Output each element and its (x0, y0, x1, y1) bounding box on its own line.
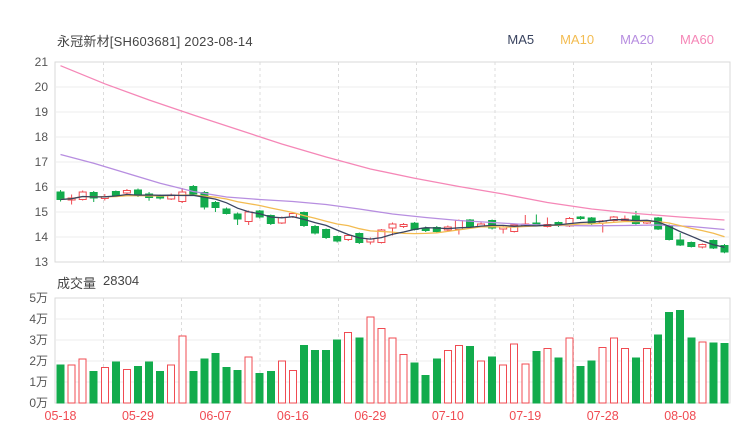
date-axis-label: 08-08 (664, 409, 697, 423)
volume-value: 28304 (103, 273, 140, 288)
price-axis-tick: 19 (34, 105, 48, 119)
date-axis-label: 06-29 (354, 409, 387, 423)
volume-bars-layer[interactable] (56, 310, 729, 404)
volume-axis-tick: 0万 (29, 396, 48, 410)
price-axis-tick: 21 (34, 55, 48, 69)
volume-header: 成交量 28304 (57, 273, 139, 292)
price-axis-tick: 13 (34, 255, 48, 269)
legend-ma5[interactable]: MA5 (507, 32, 535, 47)
date-axis-label: 05-29 (121, 409, 154, 423)
volume-axis-tick: 2万 (29, 354, 48, 368)
volume-axis-tick: 1万 (29, 375, 48, 389)
price-axis-tick: 17 (34, 155, 48, 169)
price-axis-tick: 14 (34, 230, 48, 244)
legend-ma20[interactable]: MA20 (620, 32, 655, 47)
price-axis-tick: 16 (34, 180, 48, 194)
price-axis-tick: 20 (34, 80, 48, 94)
volume-axis-tick: 5万 (29, 291, 48, 305)
ma-legend: MA5 MA10 MA20 MA60 (507, 32, 714, 47)
date-axis-label: 06-07 (199, 409, 232, 423)
volume-label: 成交量 (57, 276, 97, 291)
legend-ma10[interactable]: MA10 (560, 32, 595, 47)
chart-title: 永冠新材[SH603681] 2023-08-14 (57, 34, 253, 49)
price-axis-tick: 15 (34, 205, 48, 219)
ma-lines-layer (60, 65, 725, 248)
date-axis-label: 07-10 (431, 409, 464, 423)
volume-axis-tick: 4万 (29, 312, 48, 326)
date-axis-label: 07-19 (509, 409, 542, 423)
price-axis-tick: 18 (34, 130, 48, 144)
date-axis-label: 05-18 (44, 409, 77, 423)
volume-axis-tick: 3万 (29, 333, 48, 347)
candlestick-layer[interactable] (56, 185, 729, 254)
legend-ma60[interactable]: MA60 (680, 32, 714, 47)
date-axis-label: 07-28 (586, 409, 619, 423)
date-axis-label: 06-16 (276, 409, 309, 423)
